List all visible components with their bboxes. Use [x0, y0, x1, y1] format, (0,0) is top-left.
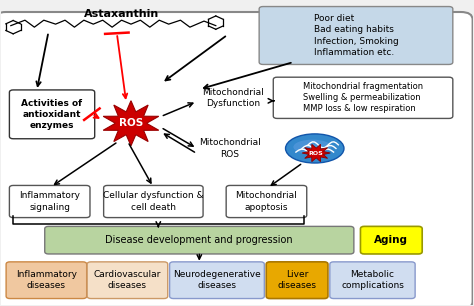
Text: Poor diet
Bad eating habits
Infection, Smoking
Inflammation etc.: Poor diet Bad eating habits Infection, S… — [314, 14, 398, 57]
Ellipse shape — [285, 134, 344, 163]
FancyBboxPatch shape — [259, 6, 453, 65]
FancyBboxPatch shape — [45, 226, 354, 254]
Text: ROS: ROS — [119, 118, 143, 128]
FancyBboxPatch shape — [0, 12, 473, 306]
Text: Inflammatory
signaling: Inflammatory signaling — [19, 192, 80, 211]
FancyBboxPatch shape — [226, 185, 307, 218]
Text: Mitochondrial fragmentation
Swelling & permeabilization
MMP loss & low respirati: Mitochondrial fragmentation Swelling & p… — [303, 82, 423, 114]
FancyBboxPatch shape — [273, 77, 453, 118]
Ellipse shape — [293, 140, 331, 154]
FancyBboxPatch shape — [330, 262, 415, 299]
FancyBboxPatch shape — [87, 262, 168, 299]
Text: Aging: Aging — [374, 235, 408, 245]
Text: Activities of
antioxidant
enzymes: Activities of antioxidant enzymes — [21, 99, 82, 130]
Text: Metabolic
complications: Metabolic complications — [341, 270, 404, 290]
FancyBboxPatch shape — [9, 185, 90, 218]
Text: Cellular dysfunction &
cell death: Cellular dysfunction & cell death — [103, 192, 204, 211]
Text: Astaxanthin: Astaxanthin — [84, 9, 159, 19]
Text: Mitochondrial
Dysfunction: Mitochondrial Dysfunction — [202, 88, 264, 108]
Polygon shape — [103, 101, 159, 146]
Text: Liver
diseases: Liver diseases — [278, 270, 317, 290]
FancyBboxPatch shape — [6, 262, 87, 299]
FancyBboxPatch shape — [170, 262, 264, 299]
FancyBboxPatch shape — [104, 185, 203, 218]
Text: Inflammatory
diseases: Inflammatory diseases — [16, 270, 77, 290]
Text: Mitochondrial
ROS: Mitochondrial ROS — [199, 138, 261, 159]
Text: Neurodegenerative
diseases: Neurodegenerative diseases — [173, 270, 261, 290]
Text: Mitochondrial
apoptosis: Mitochondrial apoptosis — [236, 192, 297, 211]
Text: Disease development and progression: Disease development and progression — [106, 235, 293, 245]
FancyBboxPatch shape — [9, 90, 95, 139]
FancyBboxPatch shape — [360, 226, 422, 254]
FancyBboxPatch shape — [193, 81, 274, 114]
Text: Cardiovascular
diseases: Cardiovascular diseases — [94, 270, 161, 290]
FancyBboxPatch shape — [266, 262, 328, 299]
Polygon shape — [302, 144, 330, 162]
FancyBboxPatch shape — [193, 134, 267, 163]
Text: ROS: ROS — [309, 151, 324, 155]
